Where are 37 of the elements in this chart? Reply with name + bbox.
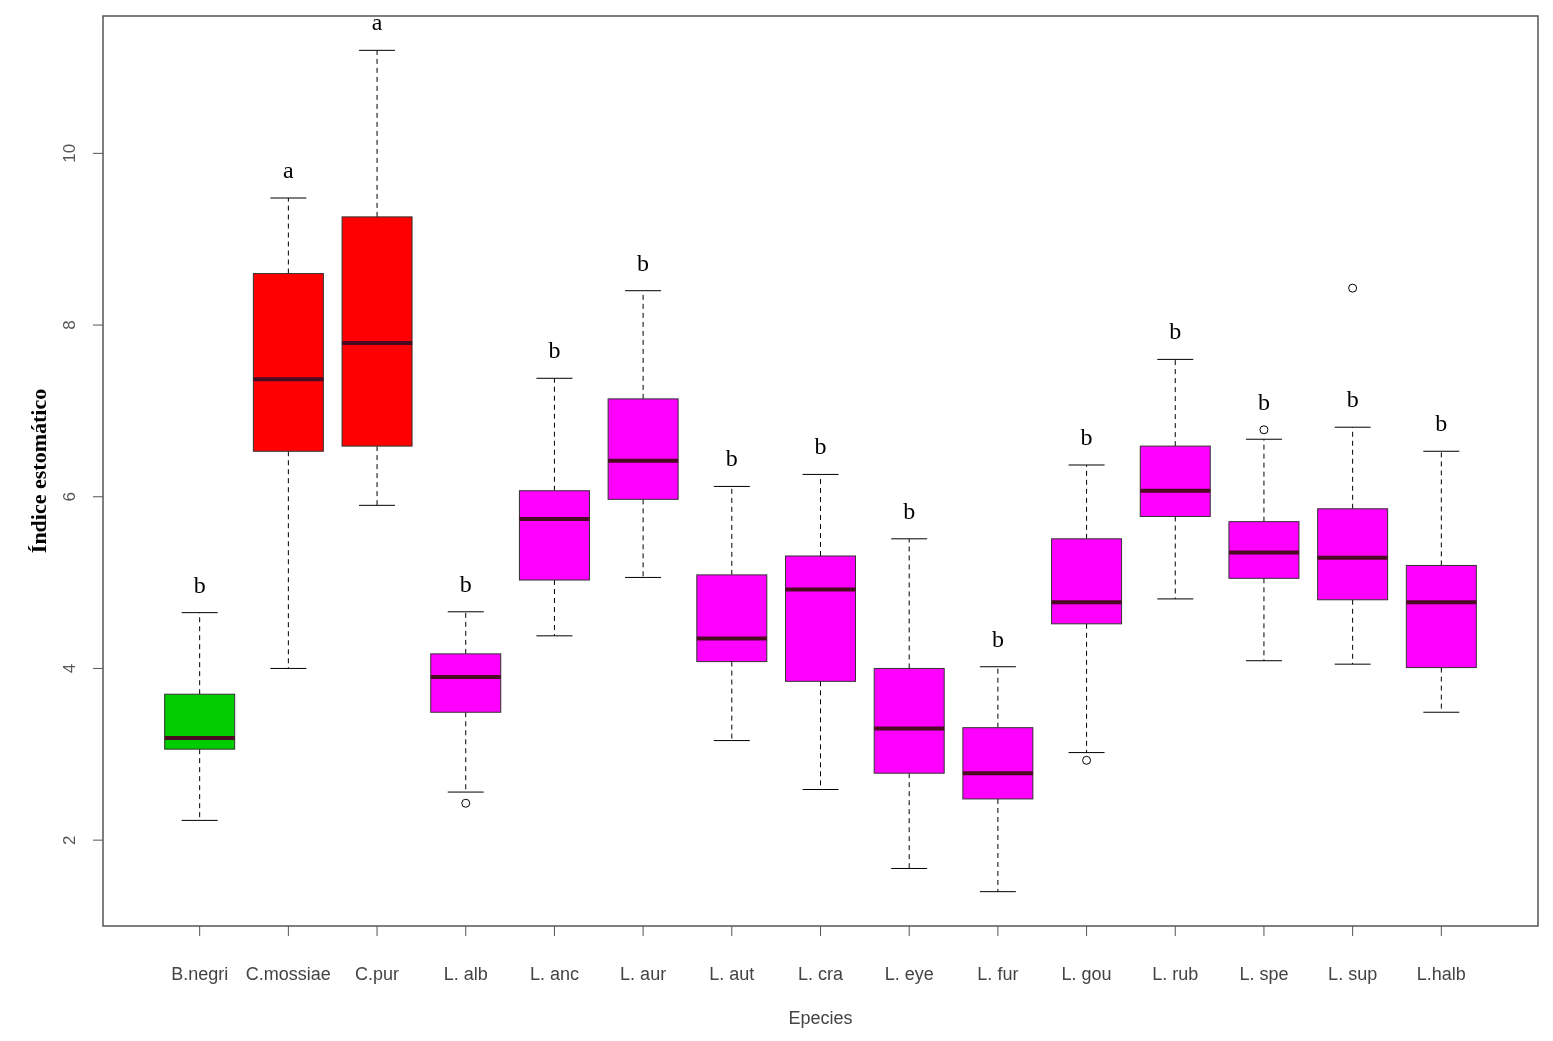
x-tick-label: L. cra (797, 964, 844, 984)
x-tick-label: L. gou (1061, 964, 1112, 984)
annotation: b (193, 571, 206, 598)
x-tick-label: L. fur (977, 964, 1019, 984)
x-tick-label: L. rub (1152, 964, 1199, 984)
x-axis-title: Epecies (788, 1008, 853, 1028)
annotation: b (903, 497, 916, 524)
x-tick-label: L. anc (529, 964, 579, 984)
y-tick-label: 2 (60, 835, 80, 845)
y-tick-label: 6 (60, 492, 80, 502)
annotation: b (1080, 423, 1093, 450)
x-tick-label: L. eye (884, 964, 934, 984)
annotation: b (814, 433, 827, 460)
annotation: b (1346, 386, 1359, 413)
y-axis-title: Índice estomático (26, 388, 51, 554)
annotation: b (1435, 410, 1448, 437)
x-tick-label: C.mossiae (245, 964, 331, 984)
x-tick-label: L. aur (620, 964, 667, 984)
annotation: b (991, 625, 1004, 652)
x-tick-label: L. alb (443, 964, 488, 984)
y-tick-label: 10 (60, 143, 80, 163)
annotation: b (1257, 388, 1270, 415)
x-tick-label: L. aut (709, 964, 755, 984)
annotation: b (637, 249, 650, 276)
x-tick-label: L. spe (1239, 964, 1289, 984)
x-tick-label: B.negri (171, 964, 229, 984)
y-tick-label: 4 (60, 663, 80, 674)
annotation: b (459, 570, 472, 597)
annotation: a (283, 157, 295, 183)
annotation: a (371, 9, 383, 36)
x-tick-label: L. sup (1328, 964, 1378, 984)
x-tick-label: L.halb (1416, 964, 1466, 984)
y-tick-label: 8 (60, 320, 80, 330)
x-tick-label: C.pur (355, 964, 400, 984)
annotation: b (1169, 318, 1182, 345)
annotation: b (548, 337, 561, 364)
annotation: b (725, 445, 738, 472)
